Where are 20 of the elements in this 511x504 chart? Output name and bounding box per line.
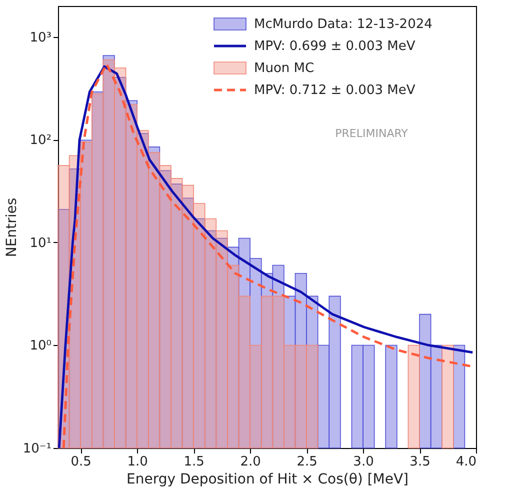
y-tick-label: 10¹ bbox=[30, 236, 52, 251]
y-tick-label: 10² bbox=[30, 133, 52, 148]
y-tick-label: 10⁰ bbox=[30, 338, 52, 354]
x-tick-label: 1.5 bbox=[184, 454, 204, 470]
legend-label: Muon MC bbox=[254, 61, 314, 76]
legend-label: MPV: 0.699 ± 0.003 MeV bbox=[254, 39, 416, 54]
x-tick-label: 4.0 bbox=[456, 454, 476, 470]
x-tick-label: 3.0 bbox=[353, 454, 374, 470]
x-tick-label: 2.0 bbox=[240, 454, 261, 470]
annotation: PRELIMINARY bbox=[335, 127, 408, 140]
x-tick-label: 0.5 bbox=[70, 454, 92, 470]
y-axis-title: NEntries bbox=[4, 198, 20, 258]
y-tick-label: 10³ bbox=[30, 30, 52, 46]
legend-label: McMurdo Data: 12-13-2024 bbox=[254, 17, 432, 32]
legend-label: MPV: 0.712 ± 0.003 MeV bbox=[254, 83, 416, 98]
x-tick-label: 2.5 bbox=[296, 454, 318, 470]
x-tick-label: 3.5 bbox=[410, 454, 430, 470]
x-tick-label: 1.0 bbox=[127, 454, 148, 470]
y-tick-label: 10⁻¹ bbox=[22, 442, 52, 456]
x-axis-title: Energy Deposition of Hit × Cos(θ) [MeV] bbox=[126, 472, 409, 488]
